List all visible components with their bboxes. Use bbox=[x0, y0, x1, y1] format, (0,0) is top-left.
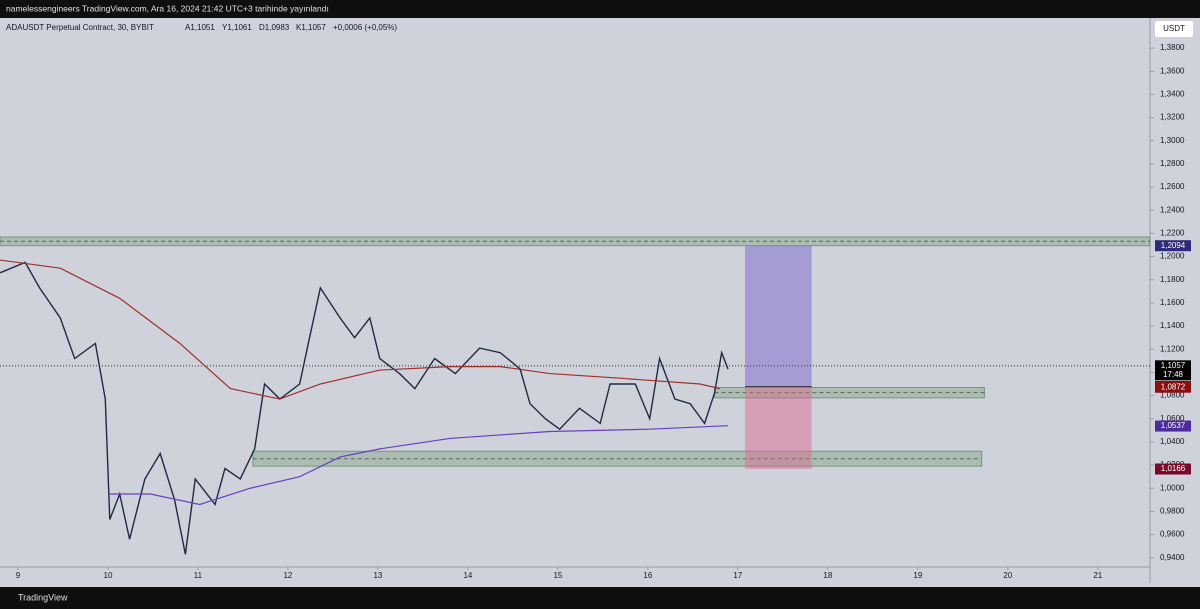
price-tag bbox=[1155, 240, 1191, 252]
ohlc-value: D1,0983 bbox=[259, 23, 290, 32]
ohlc-value: K1,1057 bbox=[296, 23, 326, 32]
ohlc-value: A1,1051 bbox=[185, 23, 215, 32]
y-tick-label: 1,0600 bbox=[1160, 414, 1185, 423]
x-tick-label: 21 bbox=[1093, 571, 1102, 580]
ohlc-value: Y1,1061 bbox=[222, 23, 252, 32]
y-tick-label: 1,0800 bbox=[1160, 391, 1185, 400]
price-tag bbox=[1155, 463, 1191, 475]
price-line bbox=[109, 425, 728, 506]
bottom-bar bbox=[0, 587, 1200, 609]
x-tick-label: 17 bbox=[733, 571, 742, 580]
x-tick-label: 16 bbox=[643, 571, 652, 580]
target-box bbox=[745, 245, 812, 387]
y-tick-label: 1,3800 bbox=[1160, 43, 1185, 52]
x-tick-label: 14 bbox=[463, 571, 472, 580]
y-tick-label: 1,2400 bbox=[1160, 205, 1185, 214]
y-tick-label: 1,0000 bbox=[1160, 483, 1185, 492]
currency-box bbox=[1155, 21, 1193, 37]
price-tag-label: 1,0872 bbox=[1161, 382, 1186, 391]
x-tick-label: 12 bbox=[283, 571, 292, 580]
stop-box bbox=[745, 386, 812, 470]
y-tick-label: 1,1200 bbox=[1160, 344, 1185, 353]
price-line bbox=[0, 259, 721, 400]
x-tick-label: 11 bbox=[194, 571, 203, 580]
x-tick-label: 19 bbox=[913, 571, 922, 580]
y-tick-label: 0,9800 bbox=[1160, 507, 1185, 516]
price-tag-label: 1,0166 bbox=[1161, 464, 1186, 473]
x-tick-label: 18 bbox=[823, 571, 832, 580]
y-tick-label: 1,3600 bbox=[1160, 66, 1185, 75]
price-tag bbox=[1155, 360, 1191, 381]
y-tick-label: 1,3000 bbox=[1160, 136, 1185, 145]
price-tag bbox=[1155, 381, 1191, 393]
x-tick-label: 20 bbox=[1003, 571, 1012, 580]
price-tag-label: 1,2094 bbox=[1161, 241, 1186, 250]
legend-title: ADAUSDT Perpetual Contract, 30, BYBIT bbox=[6, 23, 154, 32]
y-tick-label: 1,0400 bbox=[1160, 437, 1185, 446]
currency: USDT bbox=[1163, 24, 1185, 33]
y-tick-label: 1,1400 bbox=[1160, 321, 1185, 330]
price-tag bbox=[1155, 420, 1191, 432]
y-tick-label: 0,9600 bbox=[1160, 530, 1185, 539]
y-tick-label: 0,9400 bbox=[1160, 553, 1185, 562]
top-bar bbox=[0, 0, 1200, 18]
header-title: namelessengineers TradingView.com, Ara 1… bbox=[6, 3, 329, 13]
ohlc-value: +0,0006 (+0,05%) bbox=[333, 23, 397, 32]
y-tick-label: 1,2800 bbox=[1160, 159, 1185, 168]
x-tick-label: 13 bbox=[373, 571, 382, 580]
x-tick-label: 10 bbox=[104, 571, 113, 580]
price-tag-label: 1,1057 bbox=[1161, 361, 1186, 370]
y-tick-label: 1,2600 bbox=[1160, 182, 1185, 191]
price-line bbox=[0, 261, 729, 555]
y-tick-label: 1,3200 bbox=[1160, 113, 1185, 122]
y-tick-label: 1,3400 bbox=[1160, 90, 1185, 99]
price-tag-label: 1,0537 bbox=[1161, 421, 1186, 430]
countdown: 17:48 bbox=[1163, 370, 1184, 379]
footer-brand: TradingView bbox=[18, 592, 68, 602]
y-tick-label: 1,1600 bbox=[1160, 298, 1185, 307]
plot-area bbox=[0, 18, 1150, 567]
x-tick-label: 9 bbox=[16, 571, 21, 580]
y-tick-label: 1,2200 bbox=[1160, 229, 1185, 238]
y-tick-label: 1,2000 bbox=[1160, 252, 1185, 261]
y-tick-label: 1,1800 bbox=[1160, 275, 1185, 284]
x-tick-label: 15 bbox=[553, 571, 562, 580]
